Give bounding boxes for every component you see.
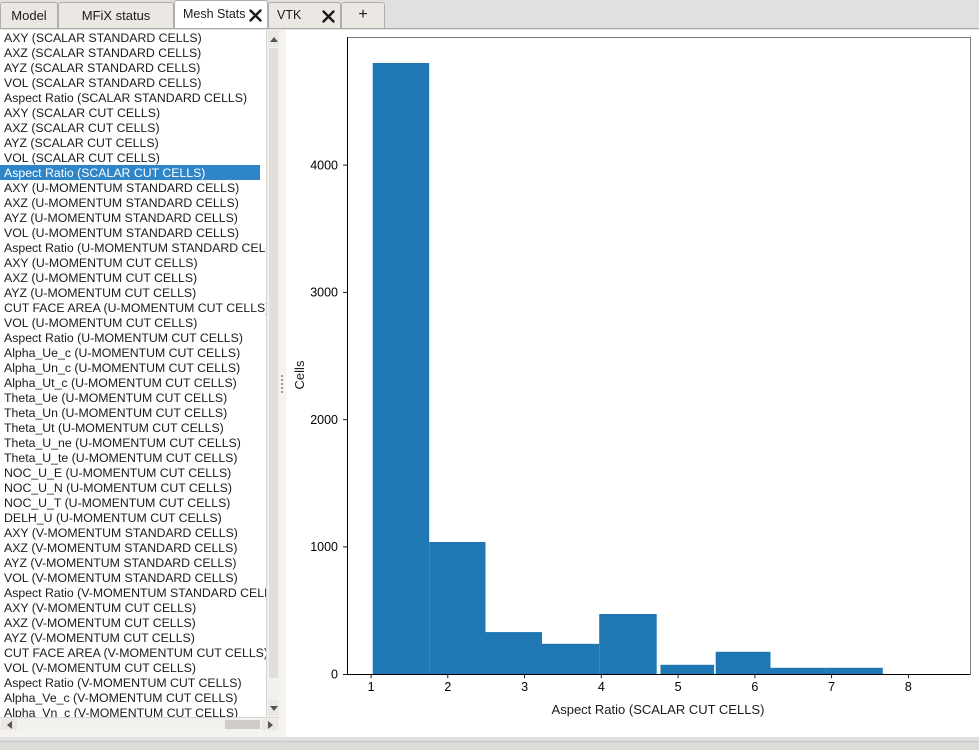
svg-text:5: 5	[675, 680, 682, 694]
svg-text:Cells: Cells	[292, 360, 307, 389]
svg-text:8: 8	[905, 680, 912, 694]
svg-text:2000: 2000	[310, 413, 338, 427]
svg-text:Aspect Ratio (SCALAR CUT CELLS: Aspect Ratio (SCALAR CUT CELLS)	[552, 702, 765, 717]
svg-text:4: 4	[598, 680, 605, 694]
svg-text:2: 2	[444, 680, 451, 694]
svg-text:0: 0	[331, 668, 338, 682]
svg-text:3: 3	[521, 680, 528, 694]
svg-text:1: 1	[368, 680, 375, 694]
svg-text:7: 7	[828, 680, 835, 694]
svg-text:1000: 1000	[310, 540, 338, 554]
svg-text:3000: 3000	[310, 286, 338, 300]
svg-text:6: 6	[751, 680, 758, 694]
svg-text:4000: 4000	[310, 158, 338, 172]
